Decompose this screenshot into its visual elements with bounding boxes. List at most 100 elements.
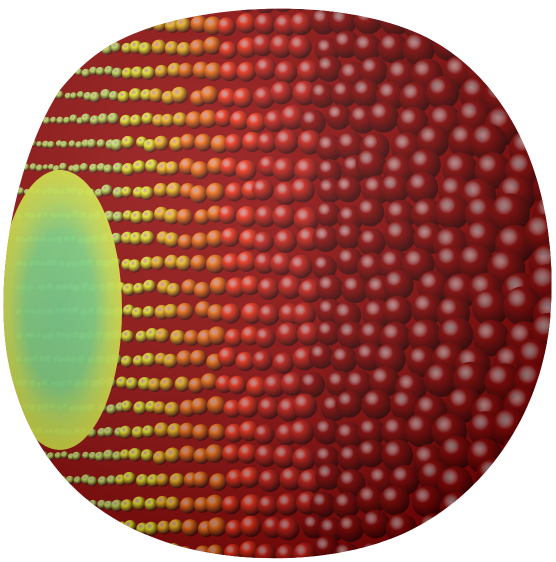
particle-sphere xyxy=(43,525,49,531)
particle-sphere xyxy=(47,476,54,483)
particle-sphere xyxy=(437,5,471,39)
particle-sphere xyxy=(15,140,23,148)
particle-sphere xyxy=(18,93,24,99)
particle-sphere xyxy=(62,67,70,75)
particle-sphere xyxy=(89,549,97,557)
particle-sphere xyxy=(221,0,239,7)
particle-sphere xyxy=(48,68,56,76)
particle-sphere xyxy=(78,43,88,53)
particle-sphere xyxy=(174,0,191,8)
particle-sphere xyxy=(41,20,48,27)
particle-sphere xyxy=(42,501,48,507)
particle-sphere xyxy=(439,513,474,548)
particle-sphere xyxy=(48,21,55,28)
particle-sphere xyxy=(526,552,556,562)
particle-sphere xyxy=(60,500,68,508)
particle-sphere xyxy=(39,0,47,4)
particle-sphere xyxy=(64,0,71,4)
particle-sphere xyxy=(63,45,70,52)
particle-sphere xyxy=(23,501,30,508)
particle-sphere xyxy=(55,524,63,532)
particle-sphere xyxy=(75,498,84,507)
particle-sphere xyxy=(463,30,498,65)
particle-sphere xyxy=(16,165,23,172)
particle-sphere xyxy=(80,522,90,532)
particle-sphere xyxy=(150,0,164,5)
particle-sphere xyxy=(105,523,116,534)
particle-sphere xyxy=(426,0,460,20)
particle-sphere xyxy=(112,547,123,558)
particle-sphere xyxy=(55,67,63,75)
particle-sphere xyxy=(34,92,41,99)
particle-sphere xyxy=(86,43,96,53)
particle-sphere xyxy=(494,0,532,21)
particle-sphere xyxy=(28,548,35,555)
particle-sphere xyxy=(94,43,103,52)
particle-sphere xyxy=(62,524,69,531)
particle-sphere xyxy=(23,70,29,76)
particle-sphere xyxy=(48,44,55,51)
particle-sphere xyxy=(43,478,49,484)
particle-sphere xyxy=(129,17,142,30)
particle-sphere xyxy=(92,0,102,4)
particle-sphere xyxy=(59,45,65,51)
particle-sphere xyxy=(34,475,42,483)
particle-sphere xyxy=(408,540,441,562)
particle-sphere xyxy=(17,0,24,3)
particle-sphere xyxy=(436,538,471,562)
particle-sphere xyxy=(45,91,53,99)
particle-sphere xyxy=(536,391,556,433)
particle-sphere xyxy=(29,116,36,123)
particle-sphere xyxy=(39,93,45,99)
particle-sphere xyxy=(17,500,24,507)
particle-sphere xyxy=(109,19,120,30)
particle-sphere xyxy=(533,48,556,89)
particle-sphere xyxy=(354,0,382,15)
particle-sphere xyxy=(83,0,93,4)
particle-sphere xyxy=(464,4,502,42)
particle-sphere xyxy=(17,429,25,437)
particle-sphere xyxy=(407,0,439,17)
particle-sphere xyxy=(86,18,96,28)
particle-sphere xyxy=(65,498,74,507)
particle-sphere xyxy=(15,476,23,484)
particle-sphere xyxy=(61,549,68,556)
particle-sphere xyxy=(54,20,60,26)
particle-sphere xyxy=(30,452,36,458)
particle-sphere xyxy=(499,486,537,524)
particle-sphere xyxy=(494,25,532,63)
particle-sphere xyxy=(17,116,24,123)
particle-sphere xyxy=(490,2,530,42)
particle-sphere xyxy=(522,27,556,67)
particle-sphere xyxy=(100,0,111,5)
particle-sphere xyxy=(526,74,556,116)
particle-sphere xyxy=(46,499,54,507)
particle-sphere xyxy=(102,18,112,28)
particle-sphere xyxy=(22,115,30,123)
particle-sphere xyxy=(164,0,179,8)
particle-sphere xyxy=(433,558,468,562)
particle-sphere xyxy=(533,4,556,45)
particle-sphere xyxy=(290,0,313,11)
particle-sphere xyxy=(36,549,42,555)
particle-sphere xyxy=(190,0,207,10)
particle-sphere xyxy=(534,431,556,473)
particle-sphere xyxy=(29,501,37,509)
particle-sphere xyxy=(21,94,28,101)
particle-sphere xyxy=(456,0,493,13)
particle-sphere xyxy=(47,0,54,3)
particle-sphere xyxy=(500,556,539,562)
particle-sphere xyxy=(48,524,56,532)
particle-sphere xyxy=(499,51,537,89)
particle-sphere xyxy=(134,545,146,557)
particle-sphere xyxy=(35,500,42,507)
particle-sphere xyxy=(70,44,78,52)
particle-sphere xyxy=(23,549,29,555)
particle-sphere xyxy=(29,68,37,76)
particle-sphere xyxy=(22,45,29,52)
particle-sphere xyxy=(35,20,42,27)
particle-sphere xyxy=(93,20,103,30)
